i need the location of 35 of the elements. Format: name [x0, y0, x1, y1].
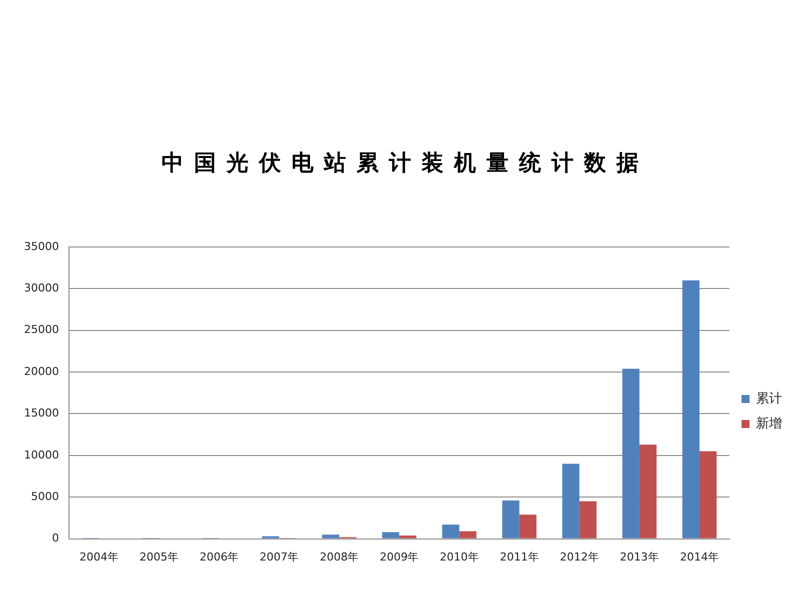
y-tick-label: 25000 — [24, 323, 59, 336]
x-tick-label: 2007年 — [260, 550, 299, 564]
x-tick-label: 2011年 — [500, 550, 539, 564]
bar — [639, 444, 657, 538]
bar — [519, 514, 536, 538]
x-tick-label: 2009年 — [380, 550, 419, 564]
x-tick-label: 2006年 — [200, 550, 239, 564]
y-tick-label: 30000 — [24, 282, 59, 295]
bar — [622, 368, 640, 538]
y-tick-label: 10000 — [24, 448, 59, 462]
bar — [322, 534, 340, 538]
y-tick-label: 5000 — [30, 490, 59, 503]
x-tick-label: 2008年 — [320, 550, 359, 564]
bar — [442, 524, 460, 538]
bar — [399, 535, 416, 538]
bar — [579, 501, 596, 538]
bar — [562, 464, 580, 538]
x-tick-label: 2005年 — [140, 550, 179, 564]
x-tick-label: 2010年 — [440, 550, 479, 564]
chart-title: 中国光伏电站累计装机量统计数据 — [162, 150, 649, 178]
legend-label: 新增 — [756, 416, 782, 432]
bar — [682, 280, 700, 538]
x-tick-label: 2012年 — [560, 550, 599, 564]
y-tick-label: 35000 — [24, 240, 59, 253]
bar — [502, 500, 520, 538]
x-tick-label: 2013年 — [620, 550, 659, 564]
legend-label: 累计 — [756, 391, 782, 406]
y-tick-label: 0 — [52, 532, 59, 545]
x-tick-label: 2004年 — [80, 550, 119, 564]
bar — [699, 451, 717, 538]
y-tick-label: 15000 — [24, 406, 59, 420]
bar — [459, 531, 476, 538]
y-tick-label: 20000 — [24, 364, 59, 378]
x-tick-label: 2014年 — [680, 550, 719, 564]
bar — [382, 532, 400, 538]
